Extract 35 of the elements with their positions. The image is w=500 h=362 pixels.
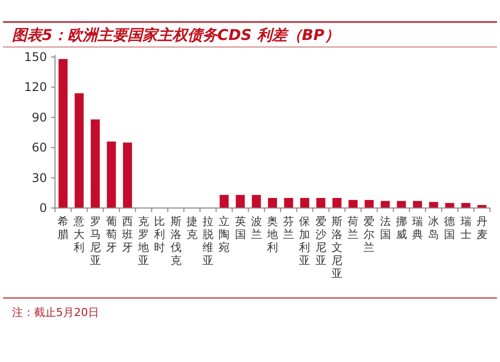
x-tick-label: 意大利: [72, 215, 85, 254]
x-tick-label: 希腊: [58, 215, 69, 241]
x-tick-label: 芬兰: [283, 215, 294, 241]
y-tick-label: 60: [32, 140, 47, 155]
x-tick-label: 罗马尼亚: [90, 215, 101, 267]
x-tick-label: 葡萄牙: [106, 215, 117, 254]
x-tick-label: 爱尔兰: [364, 215, 375, 254]
x-tick-label: 瑞士: [460, 215, 472, 241]
text: 注：截止5月20日: [12, 306, 99, 319]
x-tick-label: 斯洛伐克: [170, 215, 182, 267]
x-tick-label: 法国: [380, 215, 391, 241]
y-tick-label: 0: [39, 201, 47, 215]
x-tick-label: 立陶宛: [218, 215, 230, 254]
x-tick-label: 瑞典: [412, 215, 423, 241]
x-tick-label: 斯洛文尼亚: [331, 215, 342, 280]
y-tick-label: 30: [32, 170, 47, 185]
y-tick-label: 90: [32, 110, 47, 124]
y-tick-label: 150: [24, 50, 47, 64]
x-tick-label: 比利时: [154, 215, 166, 254]
x-tick-label: 拉脱维亚: [202, 215, 214, 267]
x-tick-label: 爱沙尼亚: [315, 215, 326, 267]
x-tick-label: 捷克: [186, 215, 198, 241]
x-tick-label: 克罗地亚: [137, 215, 150, 267]
title: 图表5：欧洲主要国家主权债务CDS 利差（BP）: [12, 26, 340, 44]
x-tick-label: 德国: [444, 215, 456, 241]
x-tick-label: 波兰: [250, 215, 262, 241]
x-tick-label: 冰岛: [428, 215, 440, 241]
x-tick-label: 奥地利: [266, 215, 278, 254]
x-tick-label: 挪威: [396, 215, 407, 241]
x-tick-label: 英国: [234, 215, 246, 241]
x-tick-label: 保加利亚: [299, 215, 310, 267]
x-tick-label: 丹麦: [476, 215, 488, 241]
x-tick-label: 荷兰: [348, 215, 359, 241]
x-tick-label: 西班牙: [122, 215, 133, 254]
y-tick-label: 120: [24, 80, 47, 94]
